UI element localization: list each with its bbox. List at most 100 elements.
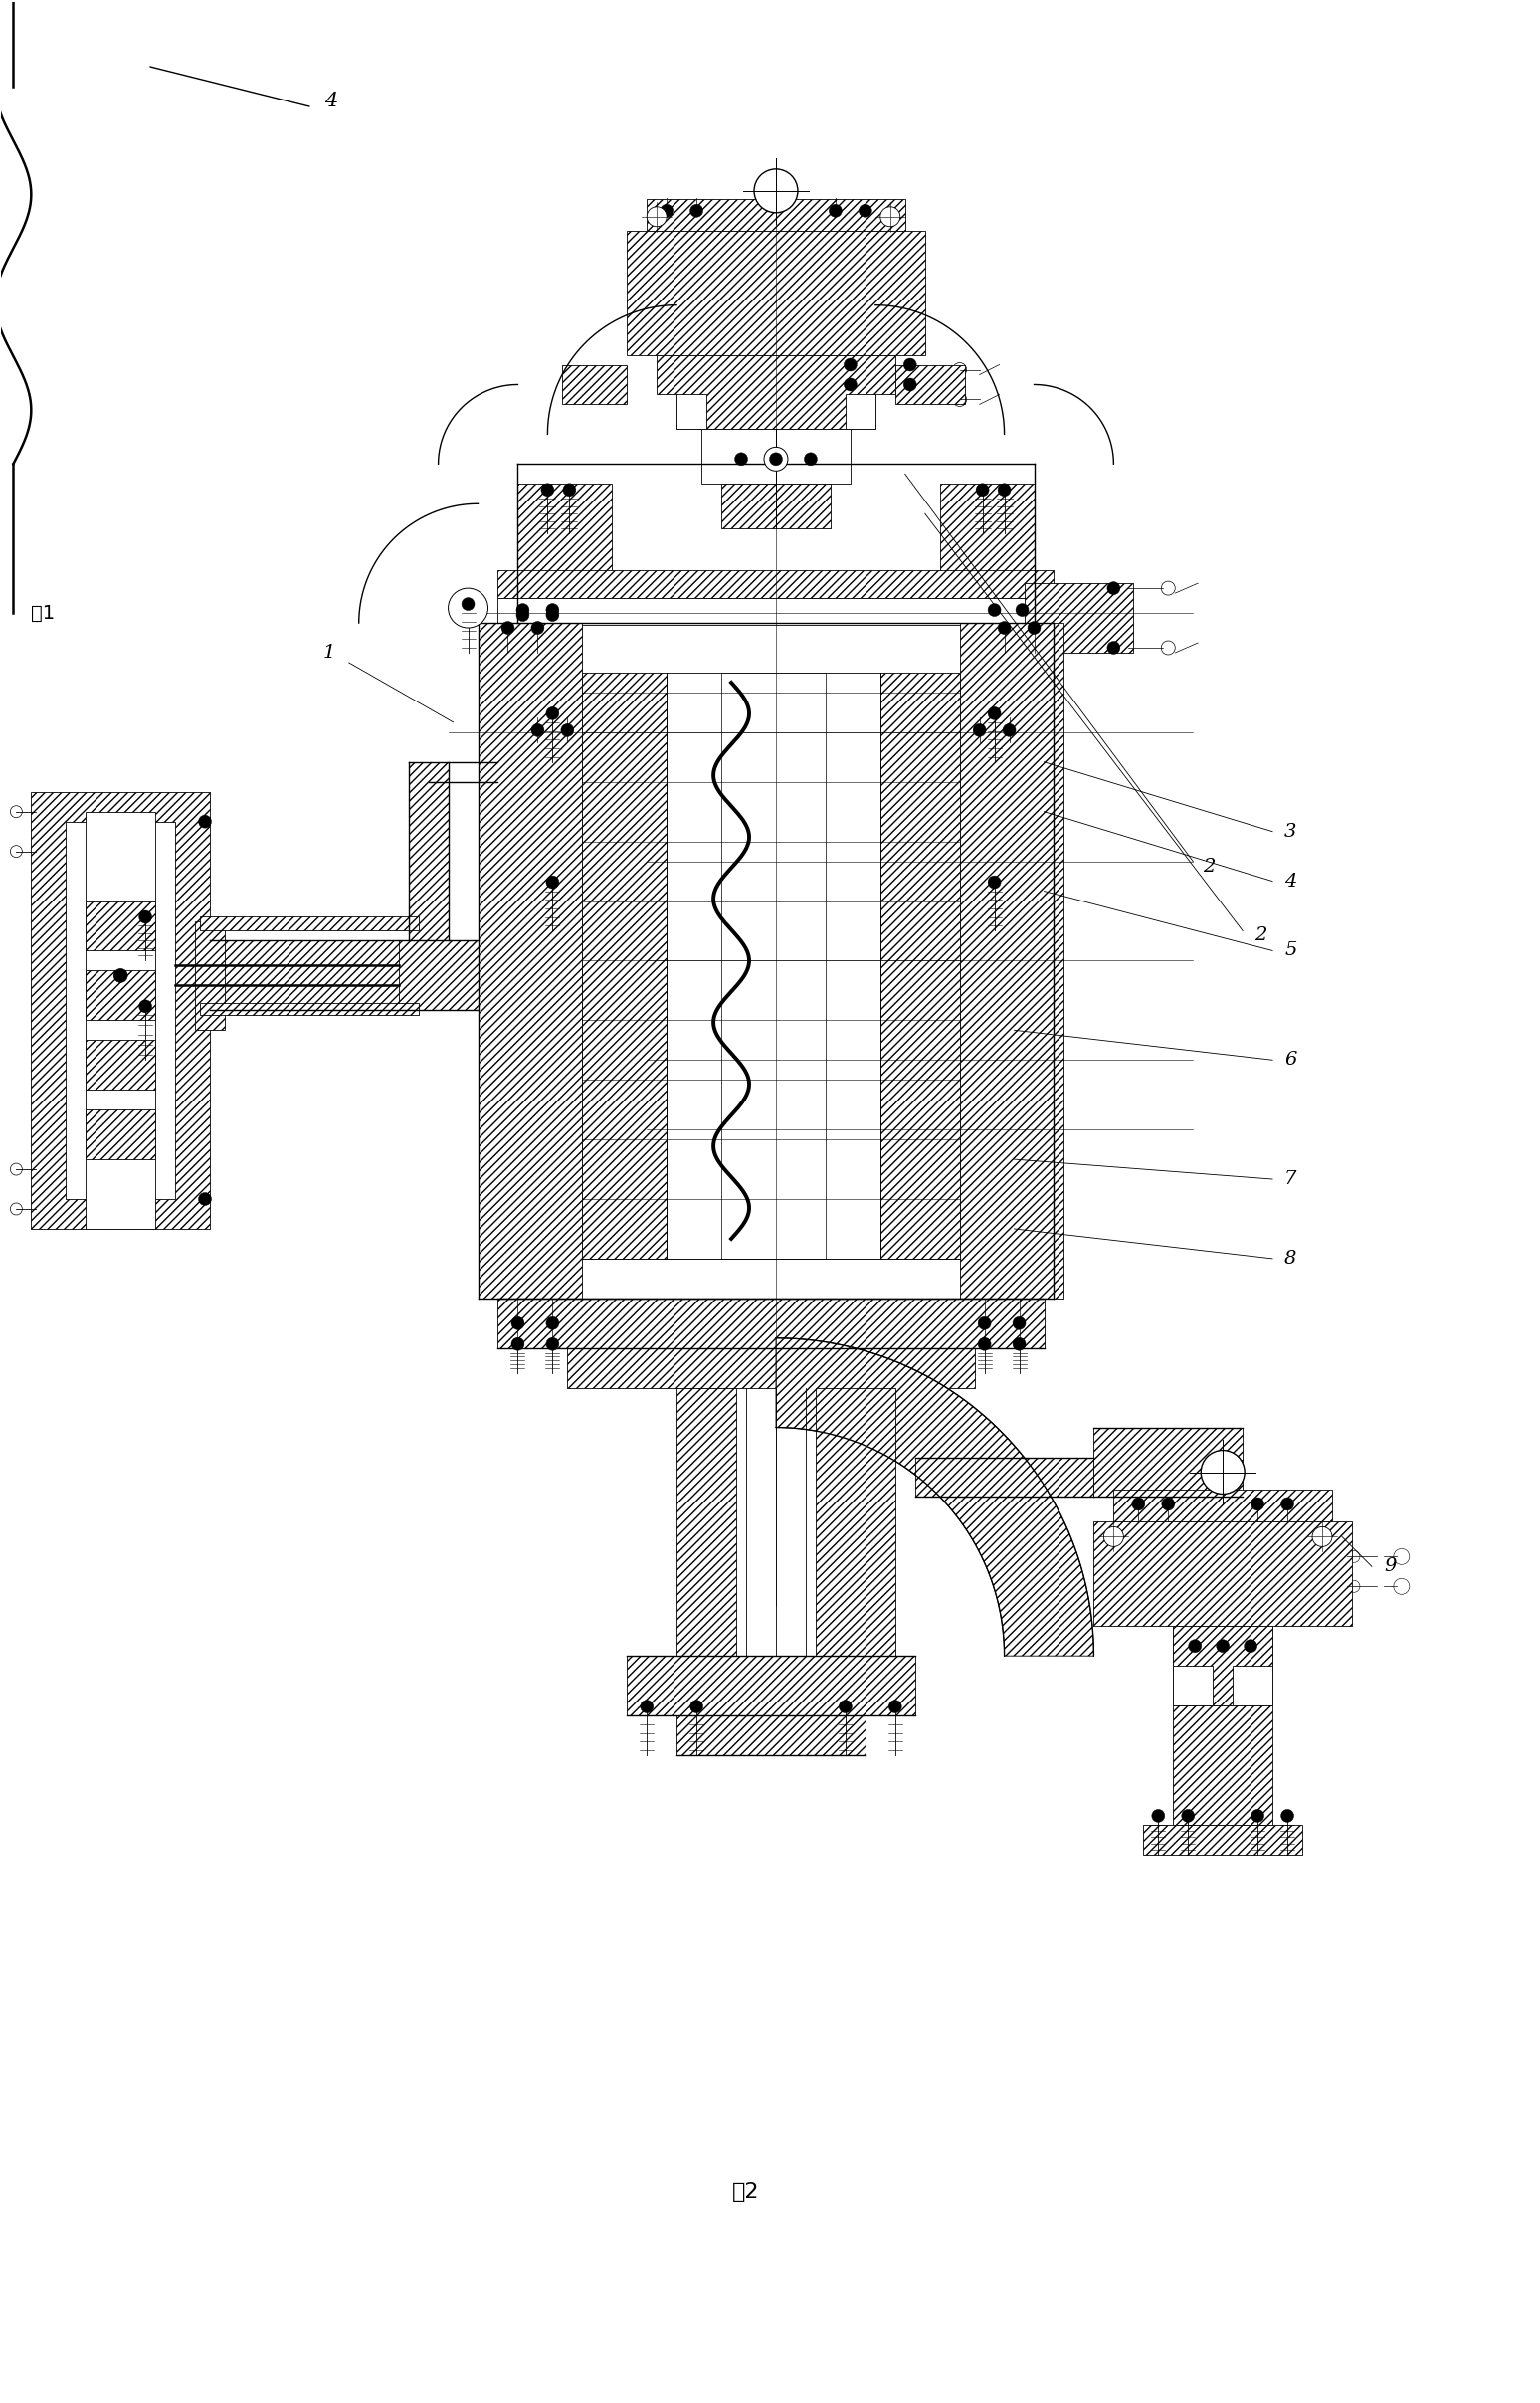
- Text: 2: 2: [1203, 858, 1215, 875]
- Circle shape: [1244, 1639, 1257, 1653]
- Circle shape: [690, 1699, 702, 1713]
- Polygon shape: [477, 622, 582, 1298]
- Circle shape: [1027, 622, 1041, 634]
- Polygon shape: [915, 1456, 1093, 1497]
- Polygon shape: [881, 673, 959, 1259]
- Bar: [200, 916, 419, 930]
- Circle shape: [989, 875, 1001, 889]
- Circle shape: [1250, 1809, 1264, 1821]
- Circle shape: [989, 706, 1001, 721]
- Polygon shape: [1093, 1427, 1243, 1497]
- Circle shape: [641, 1699, 653, 1713]
- Circle shape: [690, 204, 702, 216]
- Bar: [721, 483, 830, 529]
- Circle shape: [953, 363, 967, 377]
- Circle shape: [1013, 1338, 1026, 1350]
- Polygon shape: [209, 940, 399, 1009]
- Circle shape: [904, 377, 916, 392]
- Bar: [702, 430, 850, 483]
- Circle shape: [1016, 603, 1029, 618]
- Circle shape: [547, 603, 559, 618]
- Circle shape: [1181, 1809, 1195, 1821]
- Circle shape: [844, 358, 856, 370]
- Circle shape: [1281, 1809, 1294, 1821]
- Circle shape: [1214, 1463, 1232, 1483]
- Text: 8: 8: [1284, 1250, 1297, 1266]
- Circle shape: [647, 207, 667, 226]
- Circle shape: [1217, 1639, 1229, 1653]
- Bar: [1194, 1706, 1252, 1745]
- Circle shape: [976, 483, 989, 497]
- Circle shape: [1003, 723, 1016, 738]
- Circle shape: [973, 723, 986, 738]
- Polygon shape: [567, 1348, 975, 1389]
- Circle shape: [1189, 1639, 1201, 1653]
- Circle shape: [881, 207, 899, 226]
- Circle shape: [904, 358, 916, 370]
- Circle shape: [547, 1317, 559, 1329]
- Bar: [1173, 1627, 1272, 1706]
- Circle shape: [114, 968, 128, 983]
- Circle shape: [1394, 1579, 1409, 1593]
- Polygon shape: [408, 762, 448, 940]
- Bar: [1143, 1824, 1303, 1855]
- Polygon shape: [517, 483, 611, 594]
- Circle shape: [1348, 1550, 1360, 1562]
- Circle shape: [547, 1338, 559, 1350]
- Circle shape: [978, 1338, 990, 1350]
- Circle shape: [1312, 1526, 1332, 1548]
- Circle shape: [1161, 1497, 1175, 1511]
- Circle shape: [953, 392, 967, 406]
- Circle shape: [1161, 642, 1175, 654]
- Bar: [1113, 1490, 1332, 1521]
- Circle shape: [564, 483, 576, 497]
- Circle shape: [859, 204, 872, 216]
- Circle shape: [764, 447, 788, 471]
- Circle shape: [11, 846, 22, 858]
- Circle shape: [199, 1192, 211, 1206]
- Text: 2: 2: [1255, 928, 1267, 944]
- Circle shape: [1132, 1497, 1144, 1511]
- Polygon shape: [959, 622, 1064, 1298]
- Circle shape: [1281, 1497, 1294, 1511]
- Circle shape: [1250, 1497, 1264, 1511]
- Polygon shape: [627, 1656, 915, 1716]
- Circle shape: [978, 1317, 990, 1329]
- Polygon shape: [562, 365, 627, 404]
- Circle shape: [1013, 1317, 1026, 1329]
- Bar: [66, 822, 176, 1199]
- Text: 7: 7: [1284, 1170, 1297, 1187]
- Circle shape: [139, 911, 152, 923]
- Polygon shape: [627, 231, 926, 430]
- Text: 6: 6: [1284, 1050, 1297, 1069]
- Bar: [86, 812, 156, 1228]
- Circle shape: [755, 168, 798, 214]
- Polygon shape: [939, 483, 1035, 594]
- Text: 9: 9: [1384, 1557, 1397, 1576]
- Text: 4: 4: [1284, 872, 1297, 889]
- Polygon shape: [656, 356, 895, 430]
- Circle shape: [804, 452, 818, 466]
- Circle shape: [1107, 642, 1120, 654]
- Bar: [86, 901, 156, 952]
- Circle shape: [1201, 1451, 1244, 1495]
- Bar: [721, 673, 825, 1259]
- Circle shape: [511, 1317, 524, 1329]
- Circle shape: [889, 1699, 901, 1713]
- Polygon shape: [497, 1298, 1044, 1348]
- Circle shape: [735, 452, 747, 466]
- Bar: [86, 1040, 156, 1089]
- Text: 3: 3: [1284, 822, 1297, 841]
- Circle shape: [11, 1204, 22, 1216]
- Circle shape: [1394, 1548, 1409, 1564]
- Circle shape: [661, 204, 673, 216]
- Circle shape: [844, 377, 856, 392]
- Polygon shape: [1173, 1627, 1272, 1706]
- Circle shape: [516, 603, 530, 618]
- Bar: [667, 673, 881, 1259]
- Text: 4: 4: [323, 91, 337, 111]
- Circle shape: [1107, 582, 1120, 594]
- Text: 图1: 图1: [31, 603, 55, 622]
- Bar: [647, 199, 906, 231]
- Bar: [676, 356, 875, 430]
